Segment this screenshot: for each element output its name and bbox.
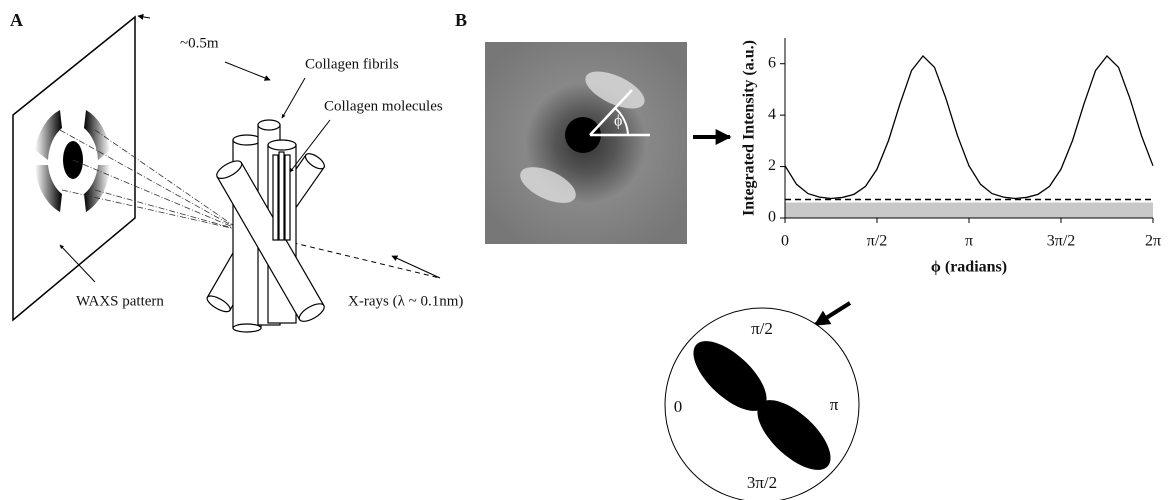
arrow (813, 301, 852, 327)
polar-lobe (693, 341, 767, 411)
y-axis-title: Integrated Intensity (a.u.) (741, 40, 758, 216)
polar-label: 3π/2 (747, 473, 777, 492)
background-band (785, 202, 1153, 218)
intensity-curve (784, 55, 1154, 200)
polar-label: π (830, 395, 839, 414)
waxs-arc (35, 110, 62, 160)
angle-label: ϕ (614, 113, 622, 130)
arrow (59, 244, 96, 283)
x-tick-label: 2π (1145, 233, 1161, 250)
x-tick-label: 3π/2 (1047, 233, 1076, 250)
y-tick-label: 4 (768, 106, 776, 123)
pattern-label: WAXS pattern (76, 293, 164, 309)
angle-line (589, 89, 633, 136)
angle-arc (614, 107, 629, 136)
polar-label: 0 (674, 397, 683, 416)
xrays-label: X-rays (λ ~ 0.1nm) (348, 293, 463, 309)
waxs-arc (84, 165, 110, 212)
arrow (289, 119, 331, 173)
arrow (391, 255, 441, 279)
y-tick-label: 0 (768, 209, 776, 226)
arrow (224, 61, 271, 81)
panel-label: B (455, 10, 467, 30)
diffraction-arc (520, 167, 576, 203)
scatter-rays (59, 129, 241, 231)
x-axis-title: ϕ (radians) (931, 259, 1007, 276)
y-tick-label: 2 (768, 157, 776, 174)
arrow (137, 13, 151, 20)
polar-lobe (757, 400, 831, 470)
distance-label: ~0.5m (180, 35, 219, 51)
y-tick-label: 6 (768, 54, 776, 71)
x-tick-label: π/2 (867, 233, 888, 250)
panel-label: A (10, 10, 23, 30)
waxs-arc (35, 165, 62, 212)
x-tick-label: 0 (781, 233, 789, 250)
xray-beam (239, 229, 441, 279)
intensity-chart: 0 2 4 6 0 π/2 π 3π/2 2π (768, 38, 1161, 250)
beam-stop (565, 117, 601, 153)
x-tick-label: π (965, 233, 973, 250)
diffraction-arc (585, 71, 645, 109)
arrow (281, 77, 306, 119)
polar-label: π/2 (751, 319, 773, 338)
molecules-label: Collagen molecules (324, 98, 443, 114)
waxs-arc (84, 110, 110, 160)
fibrils-label: Collagen fibrils (305, 56, 399, 72)
collagen-fibrils (206, 119, 325, 333)
